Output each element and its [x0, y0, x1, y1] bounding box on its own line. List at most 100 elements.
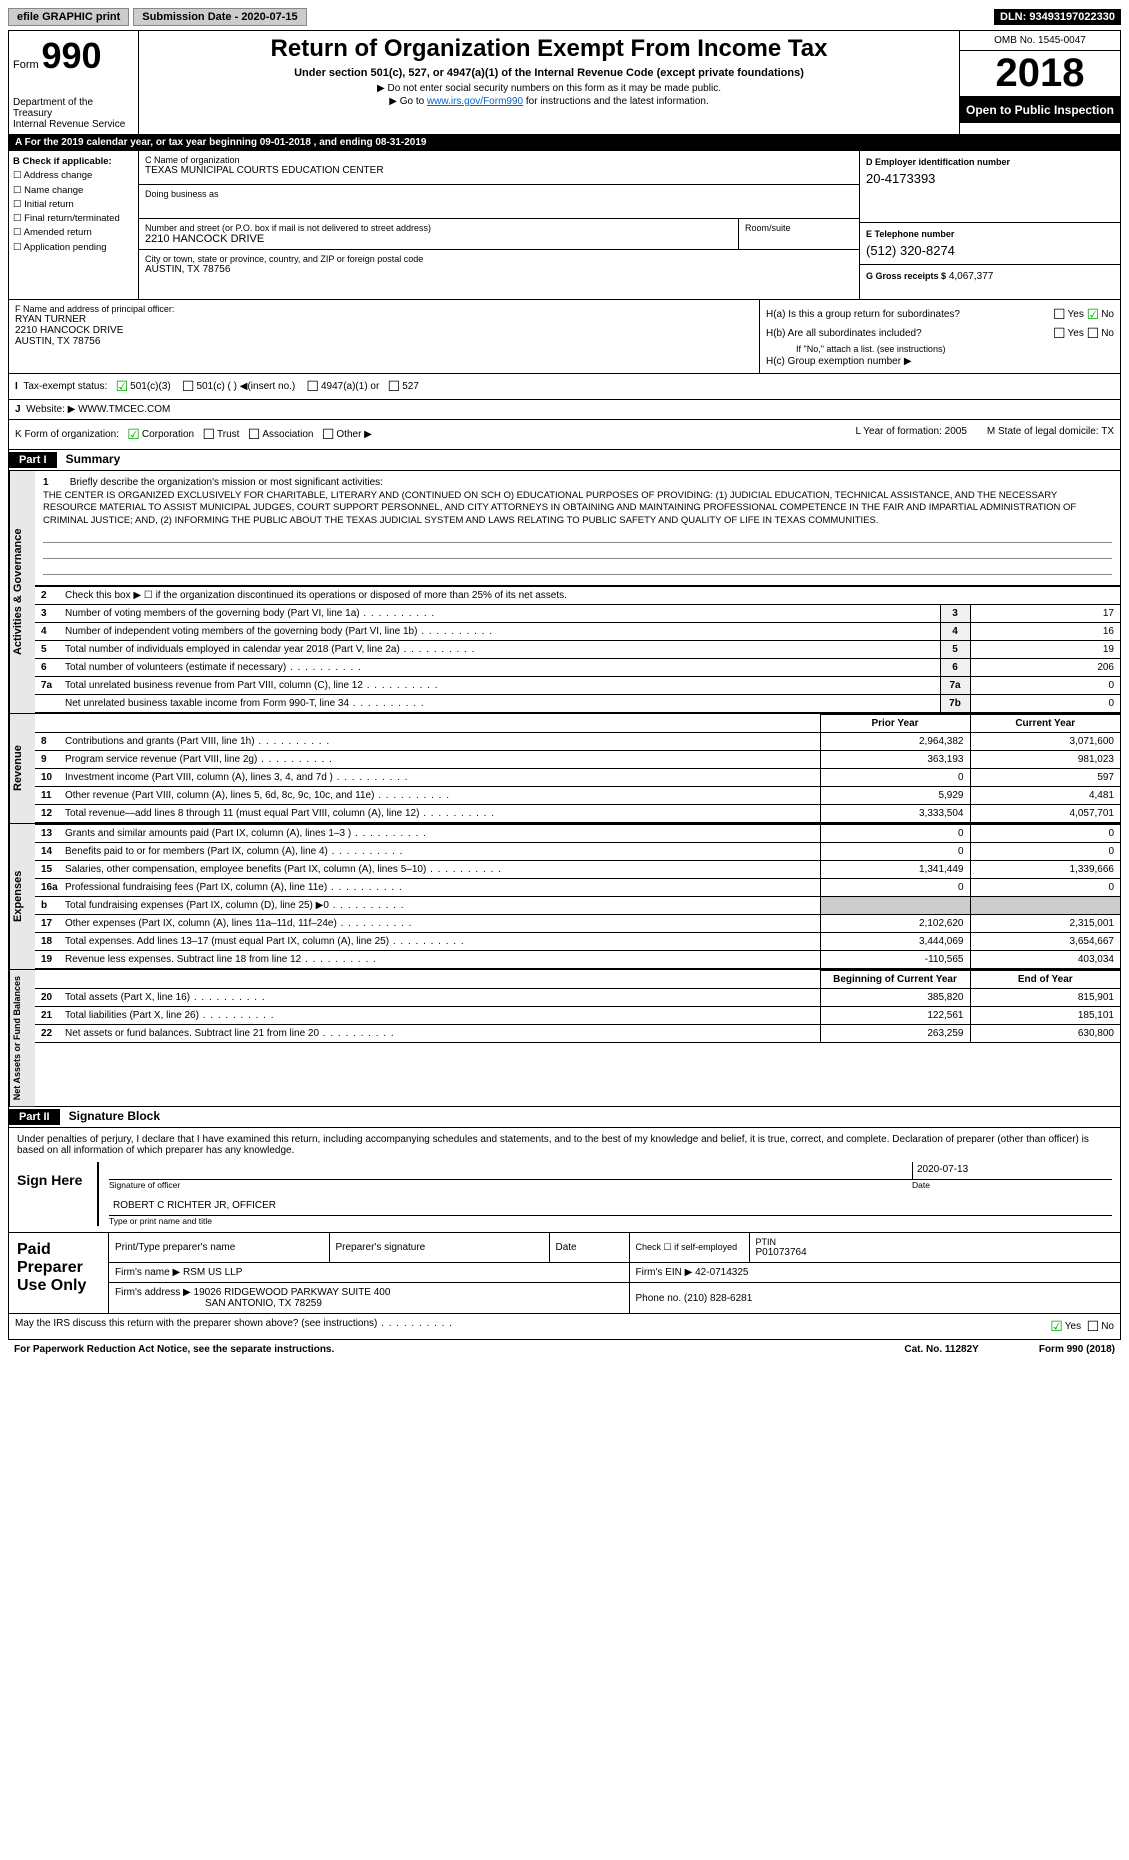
- side-revenue: Revenue: [9, 714, 35, 823]
- check-address-change[interactable]: Address change: [13, 169, 134, 183]
- form-title: Return of Organization Exempt From Incom…: [147, 35, 951, 63]
- side-net-assets: Net Assets or Fund Balances: [9, 970, 35, 1106]
- mission-text: THE CENTER IS ORGANIZED EXCLUSIVELY FOR …: [43, 490, 1112, 527]
- room-suite-label: Room/suite: [739, 219, 859, 249]
- hb-label: H(b) Are all subordinates included?: [766, 328, 1053, 339]
- top-bar: efile GRAPHIC print Submission Date - 20…: [8, 8, 1121, 26]
- ha-yes[interactable]: [1053, 309, 1068, 320]
- officer-name-value: ROBERT C RICHTER JR, OFFICER: [109, 1198, 280, 1215]
- city-value: AUSTIN, TX 78756: [145, 264, 853, 275]
- governance-table: 2Check this box ▶ ☐ if the organization …: [35, 586, 1120, 713]
- hc-label: H(c) Group exemption number ▶: [766, 356, 912, 367]
- dln-label: DLN: 93493197022330: [994, 9, 1121, 25]
- check-501c[interactable]: [182, 381, 197, 392]
- check-trust[interactable]: [202, 429, 217, 440]
- ptin-header: PTIN: [756, 1237, 1115, 1247]
- efile-print-button[interactable]: efile GRAPHIC print: [8, 8, 129, 26]
- submission-date-button[interactable]: Submission Date - 2020-07-15: [133, 8, 306, 26]
- part1-header: Part I: [9, 452, 57, 468]
- form-label: Form: [13, 59, 39, 71]
- declaration-text: Under penalties of perjury, I declare th…: [17, 1134, 1112, 1156]
- net-assets-table: Beginning of Current YearEnd of Year20To…: [35, 970, 1120, 1043]
- check-other[interactable]: [322, 429, 337, 440]
- org-name-label: C Name of organization: [145, 155, 853, 165]
- hb-no[interactable]: [1087, 328, 1102, 339]
- sign-here-label: Sign Here: [17, 1162, 97, 1226]
- firm-name-value: RSM US LLP: [183, 1267, 242, 1278]
- cat-number: Cat. No. 11282Y: [904, 1344, 978, 1355]
- state-domicile-value: TX: [1101, 426, 1114, 437]
- officer-label: F Name and address of principal officer:: [15, 304, 753, 314]
- row-a-period: A For the 2019 calendar year, or tax yea…: [8, 135, 1121, 151]
- side-expenses: Expenses: [9, 824, 35, 969]
- year-formation-value: 2005: [945, 426, 967, 437]
- street-value: 2210 HANCOCK DRIVE: [145, 233, 732, 245]
- tax-year: 2018: [960, 51, 1120, 97]
- check-initial-return[interactable]: Initial return: [13, 198, 134, 212]
- street-label: Number and street (or P.O. box if mail i…: [145, 223, 732, 233]
- check-application-pending[interactable]: Application pending: [13, 241, 134, 255]
- expenses-table: 13Grants and similar amounts paid (Part …: [35, 824, 1120, 969]
- check-501c3[interactable]: [116, 381, 131, 392]
- form-footer: Form 990 (2018): [1039, 1344, 1115, 1355]
- part2-title: Signature Block: [69, 1109, 160, 1123]
- name-title-caption: Type or print name and title: [109, 1216, 1112, 1226]
- discuss-question: May the IRS discuss this return with the…: [15, 1318, 1050, 1335]
- instruction-2: Go to www.irs.gov/Form990 for instructio…: [147, 96, 951, 107]
- ha-label: H(a) Is this a group return for subordin…: [766, 309, 1053, 320]
- prep-sig-header: Preparer's signature: [329, 1233, 549, 1263]
- discuss-yes[interactable]: [1050, 1321, 1065, 1332]
- ein-label: D Employer identification number: [866, 157, 1114, 167]
- website-value: WWW.TMCEC.COM: [78, 404, 170, 415]
- city-label: City or town, state or province, country…: [145, 254, 853, 264]
- hb-note: If "No," attach a list. (see instruction…: [796, 344, 1114, 354]
- check-final-return[interactable]: Final return/terminated: [13, 212, 134, 226]
- ha-no[interactable]: [1087, 309, 1102, 320]
- open-to-public: Open to Public Inspection: [960, 97, 1120, 123]
- year-formation-label: L Year of formation:: [856, 426, 942, 437]
- check-4947[interactable]: [306, 381, 321, 392]
- ein-value: 20-4173393: [866, 171, 1114, 186]
- form-subtitle: Under section 501(c), 527, or 4947(a)(1)…: [147, 67, 951, 79]
- prep-name-header: Print/Type preparer's name: [109, 1233, 329, 1263]
- form-number: 990: [41, 35, 101, 76]
- paperwork-notice: For Paperwork Reduction Act Notice, see …: [14, 1344, 904, 1355]
- sig-officer-caption: Signature of officer: [109, 1180, 912, 1190]
- firm-name-label: Firm's name ▶: [115, 1267, 180, 1278]
- form990-link[interactable]: www.irs.gov/Form990: [427, 96, 523, 107]
- phone-value: (512) 320-8274: [866, 243, 1114, 258]
- firm-addr-label: Firm's address ▶: [115, 1287, 191, 1298]
- revenue-table: Prior YearCurrent Year8Contributions and…: [35, 714, 1120, 823]
- check-corporation[interactable]: [127, 429, 142, 440]
- check-name-change[interactable]: Name change: [13, 184, 134, 198]
- tax-exempt-label: Tax-exempt status:: [23, 381, 107, 392]
- state-domicile-label: M State of legal domicile:: [987, 426, 1099, 437]
- hb-yes[interactable]: [1053, 328, 1068, 339]
- omb-number: OMB No. 1545-0047: [960, 31, 1120, 51]
- firm-phone-value: (210) 828-6281: [684, 1293, 752, 1304]
- firm-addr2-value: SAN ANTONIO, TX 78259: [205, 1298, 322, 1309]
- prep-check-header: Check ☐ if self-employed: [629, 1233, 749, 1263]
- side-governance: Activities & Governance: [9, 471, 35, 713]
- form-org-label: K Form of organization:: [15, 429, 119, 440]
- paid-preparer-table: Print/Type preparer's name Preparer's si…: [109, 1233, 1120, 1313]
- check-amended-return[interactable]: Amended return: [13, 226, 134, 240]
- dba-label: Doing business as: [145, 189, 853, 199]
- col-b-checkboxes: B Check if applicable: Address change Na…: [9, 151, 139, 299]
- firm-addr-value: 19026 RIDGEWOOD PARKWAY SUITE 400: [194, 1287, 391, 1298]
- form-header: Form 990 Department of the Treasury Inte…: [8, 30, 1121, 135]
- org-name: TEXAS MUNICIPAL COURTS EDUCATION CENTER: [145, 165, 853, 176]
- firm-ein-value: 42-0714325: [695, 1267, 748, 1278]
- check-association[interactable]: [248, 429, 263, 440]
- discuss-no[interactable]: [1087, 1321, 1102, 1332]
- mission-label: Briefly describe the organization's miss…: [70, 477, 383, 488]
- prep-date-header: Date: [549, 1233, 629, 1263]
- ptin-value: P01073764: [756, 1247, 1115, 1258]
- check-527[interactable]: [388, 381, 403, 392]
- website-label: Website: ▶: [26, 404, 75, 415]
- firm-phone-label: Phone no.: [636, 1293, 682, 1304]
- officer-value: RYAN TURNER 2210 HANCOCK DRIVE AUSTIN, T…: [15, 314, 753, 347]
- paid-preparer-label: Paid Preparer Use Only: [9, 1233, 109, 1313]
- gross-value: 4,067,377: [949, 271, 994, 282]
- instruction-1: Do not enter social security numbers on …: [147, 83, 951, 94]
